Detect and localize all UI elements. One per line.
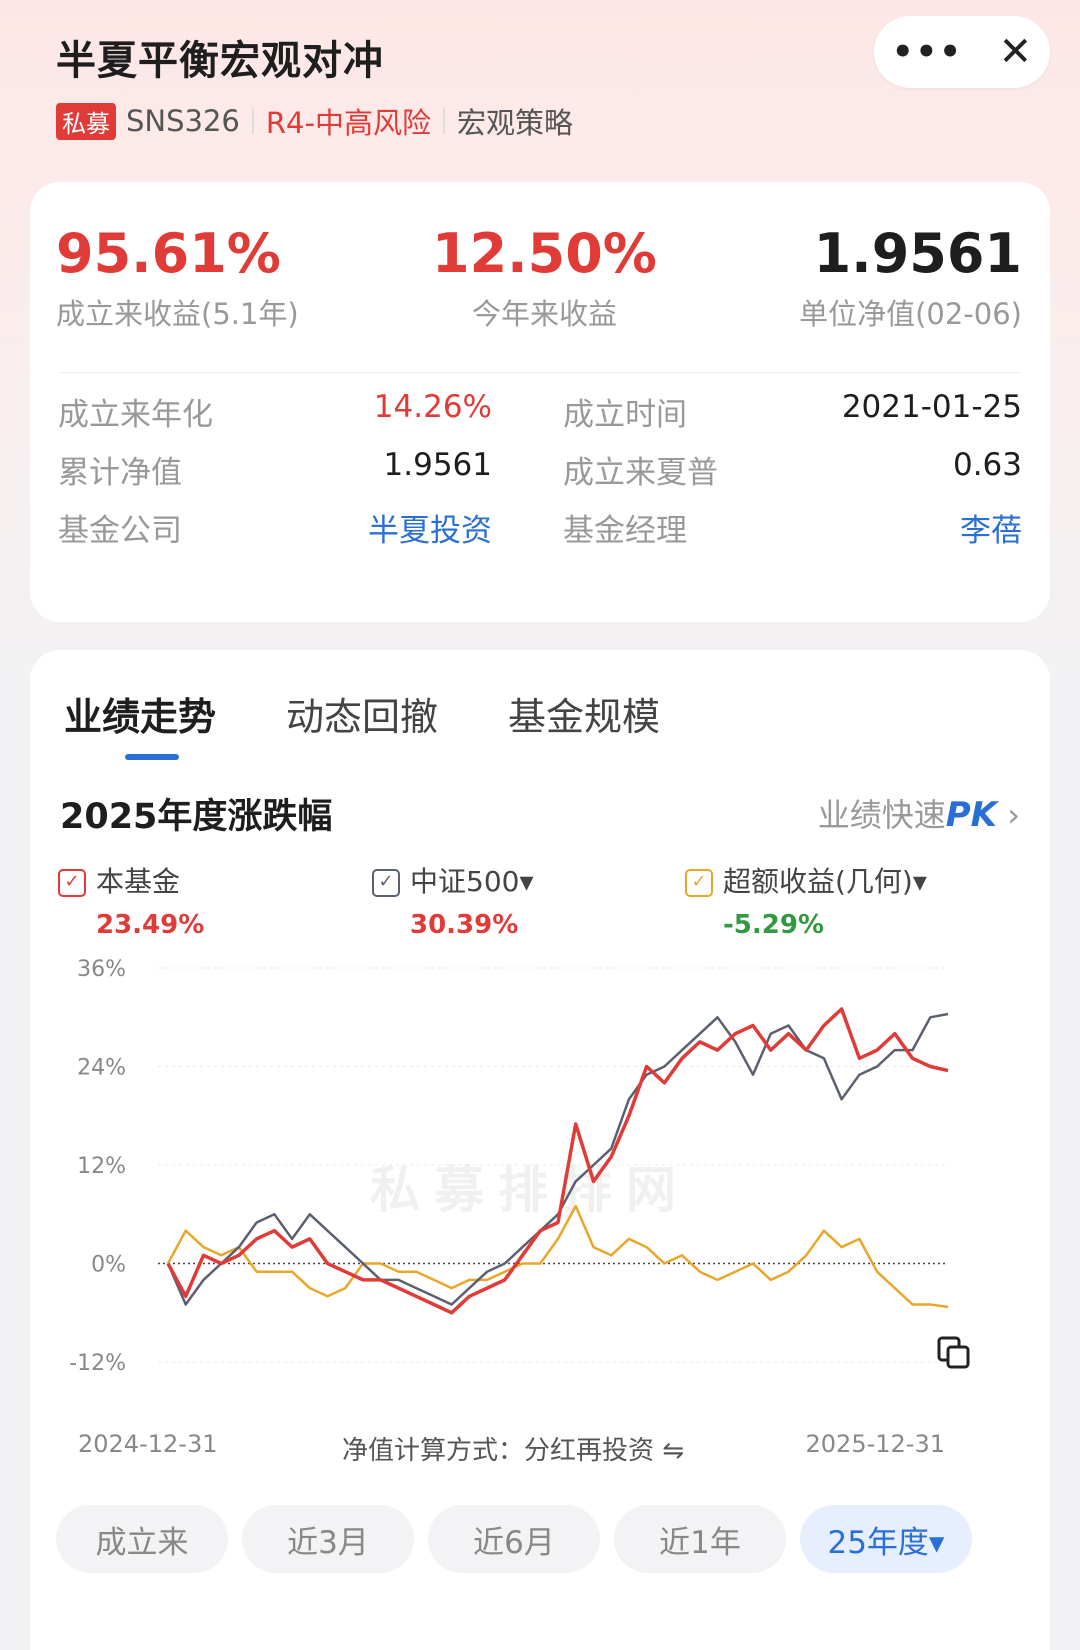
strategy-tag: 宏观策略 — [456, 106, 573, 140]
risk-level: R4-中高风险 — [265, 106, 431, 140]
tab-indicator — [125, 754, 179, 760]
pk-label: 业绩快速 — [817, 796, 946, 834]
detail-label: 成立时间 — [563, 397, 687, 433]
nav-label: 单位净值(02-06) — [799, 297, 1022, 331]
top-actions: ••• ✕ — [874, 16, 1050, 88]
legend-excess[interactable]: ✓ 超额收益(几何)▾ -5.29% — [685, 860, 927, 940]
detail-value: 14.26% — [373, 389, 492, 425]
detail-label: 成立来夏普 — [563, 455, 718, 491]
tab-bar: 业绩走势 动态回撤 基金规模 — [64, 686, 660, 741]
checkbox-icon[interactable]: ✓ — [685, 869, 713, 897]
y-tick-label: 24% — [77, 1056, 126, 1081]
detail-label: 成立来年化 — [58, 397, 213, 433]
range-selector: 成立来 近3月 近6月 近1年 25年度▾ — [56, 1505, 972, 1573]
detail-label: 累计净值 — [58, 455, 182, 491]
pk-link[interactable]: 业绩快速PK › — [818, 790, 1020, 836]
legend-label: 中证500▾ — [410, 865, 534, 898]
more-icon[interactable]: ••• — [891, 32, 964, 72]
series-line-2 — [166, 1204, 949, 1309]
tab-performance[interactable]: 业绩走势 — [64, 695, 217, 739]
range-6m[interactable]: 近6月 — [428, 1505, 600, 1573]
calc-method[interactable]: 净值计算方式：分红再投资 ⇋ — [342, 1430, 684, 1467]
section-title: 2025年度涨跌幅 — [60, 797, 333, 837]
nav-value: 1.9561 — [813, 222, 1022, 285]
detail-value: 1.9561 — [383, 447, 492, 483]
checkbox-icon[interactable]: ✓ — [372, 869, 400, 897]
series-line-1 — [166, 1012, 949, 1306]
fund-company-link[interactable]: 半夏投资 — [368, 513, 492, 549]
tag-divider — [251, 108, 254, 134]
detail-value: 0.63 — [952, 447, 1022, 483]
tag-divider — [442, 108, 445, 134]
checkbox-icon[interactable]: ✓ — [58, 869, 86, 897]
fund-code: SNS326 — [126, 104, 240, 138]
ytd-stat: 12.50% 今年来收益 — [432, 222, 657, 333]
fund-manager-link[interactable]: 李蓓 — [960, 513, 1022, 549]
pk-bold: PK — [945, 795, 998, 835]
detail-row: 累计净值 1.9561 成立来夏普 0.63 — [58, 447, 1022, 497]
y-tick-label: 0% — [91, 1253, 126, 1278]
ytd-label: 今年来收益 — [471, 297, 617, 331]
performance-chart[interactable]: 36% 24% 12% 0% -12% — [30, 940, 1050, 1410]
detail-label: 基金经理 — [563, 513, 687, 549]
range-1y[interactable]: 近1年 — [614, 1505, 786, 1573]
since-inception-value: 95.61% — [56, 222, 281, 285]
since-inception-stat: 95.61% 成立来收益(5.1年) — [56, 222, 299, 333]
range-since-inception[interactable]: 成立来 — [56, 1505, 228, 1573]
watermark: 私募排排网 — [370, 1161, 690, 1219]
x-start-label: 2024-12-31 — [78, 1430, 218, 1458]
legend-value: 30.39% — [410, 910, 519, 940]
detail-row: 基金公司 半夏投资 基金经理 李蓓 — [58, 505, 1022, 555]
close-icon[interactable]: ✕ — [998, 29, 1033, 75]
series-line-0 — [166, 1007, 949, 1315]
chevron-right-icon: › — [997, 796, 1020, 834]
y-tick-label: 36% — [77, 957, 126, 982]
range-2025[interactable]: 25年度▾ — [800, 1505, 972, 1573]
private-badge: 私募 — [56, 102, 116, 140]
tab-fund-size[interactable]: 基金规模 — [508, 695, 661, 739]
fund-tags: 私募 SNS326 R4-中高风险 宏观策略 — [56, 100, 573, 142]
performance-card: 业绩走势 动态回撤 基金规模 2025年度涨跌幅 业绩快速PK › ✓ 本基金 2… — [30, 650, 1050, 1650]
legend-value: -5.29% — [723, 910, 824, 940]
nav-stat: 1.9561 单位净值(02-06) — [799, 222, 1022, 333]
swap-icon[interactable]: ⇋ — [662, 1436, 685, 1466]
summary-card: 95.61% 成立来收益(5.1年) 12.50% 今年来收益 1.9561 单… — [30, 182, 1050, 622]
detail-row: 成立来年化 14.26% 成立时间 2021-01-25 — [58, 389, 1022, 439]
detail-value: 2021-01-25 — [841, 389, 1022, 425]
y-tick-label: -12% — [69, 1351, 126, 1376]
y-tick-label: 12% — [77, 1154, 126, 1179]
detail-label: 基金公司 — [58, 513, 182, 549]
tab-drawdown[interactable]: 动态回撤 — [286, 695, 439, 739]
summary-divider — [58, 372, 1022, 373]
copy-icon[interactable] — [936, 1335, 972, 1371]
legend-label: 本基金 — [96, 865, 181, 898]
fund-header: 半夏平衡宏观对冲 私募 SNS326 R4-中高风险 宏观策略 — [56, 28, 573, 142]
ytd-value: 12.50% — [432, 222, 657, 285]
range-3m[interactable]: 近3月 — [242, 1505, 414, 1573]
legend-label: 超额收益(几何)▾ — [723, 865, 927, 898]
since-inception-label: 成立来收益(5.1年) — [56, 297, 299, 331]
legend-index[interactable]: ✓ 中证500▾ 30.39% — [372, 860, 534, 940]
legend-value: 23.49% — [96, 910, 205, 940]
calc-method-label: 净值计算方式：分红再投资 — [342, 1436, 655, 1466]
legend-fund[interactable]: ✓ 本基金 23.49% — [58, 860, 204, 940]
x-end-label: 2025-12-31 — [805, 1430, 945, 1458]
fund-title: 半夏平衡宏观对冲 — [56, 38, 384, 84]
